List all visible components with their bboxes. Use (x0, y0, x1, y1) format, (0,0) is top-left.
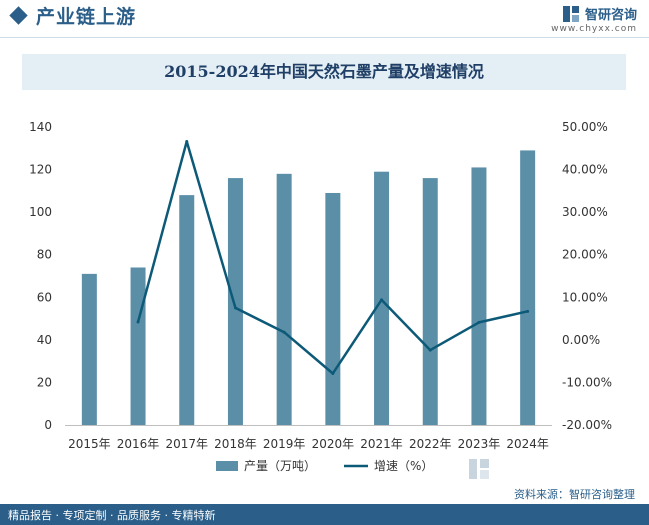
legend-line-label: 增速（%） (374, 459, 433, 473)
x-axis-tick-label: 2018年 (214, 437, 257, 451)
right-axis-tick-label: 0.00% (562, 333, 600, 347)
right-axis-tick-label: 40.00% (562, 163, 608, 177)
left-axis-tick-label: 20 (37, 375, 52, 389)
x-axis-tick-label: 2015年 (68, 437, 111, 451)
bar (471, 167, 487, 425)
left-axis-tick-label: 0 (44, 418, 52, 432)
x-axis-tick-label: 2022年 (409, 437, 452, 451)
growth-point (428, 348, 432, 352)
left-axis-tick-label: 100 (29, 205, 52, 219)
brand-logo-icon (562, 5, 579, 22)
x-axis-tick-label: 2021年 (360, 437, 403, 451)
growth-point (233, 306, 237, 310)
right-axis-tick-label: -20.00% (562, 418, 612, 432)
right-axis-tick-label: 30.00% (562, 205, 608, 219)
x-axis-tick-label: 2024年 (506, 437, 549, 451)
bar (276, 173, 292, 425)
bar (520, 150, 536, 425)
left-axis-tick-label: 120 (29, 163, 52, 177)
brand-name: 智研咨询 (584, 8, 637, 23)
left-axis-tick-label: 140 (29, 120, 52, 134)
title-bar (22, 54, 626, 90)
growth-point (477, 320, 481, 324)
right-axis-tick-label: 50.00% (562, 120, 608, 134)
brand-url: www.chyxx.com (551, 24, 637, 34)
header-divider (0, 37, 649, 38)
growth-point (380, 298, 384, 302)
growth-point (331, 371, 335, 375)
growth-point (526, 309, 530, 313)
page-header: 产业链上游 智研咨询 www.chyxx.com (0, 0, 649, 36)
right-axis-tick-label: 10.00% (562, 290, 608, 304)
x-axis-tick-label: 2023年 (458, 437, 501, 451)
bar (325, 192, 341, 425)
x-axis-tick-label: 2016年 (117, 437, 160, 451)
bar (227, 178, 243, 425)
chart-title: 2015-2024年中国天然石墨产量及增速情况 (164, 62, 484, 81)
x-axis-tick-label: 2017年 (165, 437, 208, 451)
footer-tagline: 精品报告 · 专项定制 · 品质服务 · 专精特新 (8, 509, 216, 522)
bar (422, 178, 438, 425)
bar (81, 273, 97, 425)
right-axis-tick-label: -10.00% (562, 375, 612, 389)
legend-bar-label: 产量（万吨） (244, 459, 316, 473)
bar (179, 195, 195, 425)
growth-point (282, 330, 286, 334)
footer-bar: 精品报告 · 专项定制 · 品质服务 · 专精特新 (0, 504, 649, 525)
x-axis-tick-label: 2020年 (312, 437, 355, 451)
x-axis-tick-label: 2019年 (263, 437, 306, 451)
bar (130, 267, 146, 425)
right-axis-tick-label: 20.00% (562, 248, 608, 262)
left-axis-tick-label: 80 (37, 248, 52, 262)
watermark-logo-icon (469, 459, 489, 479)
brand: 智研咨询 www.chyxx.com (551, 3, 637, 34)
growth-point (136, 320, 140, 324)
legend-bar-swatch (216, 461, 238, 471)
section-title: 产业链上游 (36, 6, 137, 28)
left-axis-tick-label: 40 (37, 333, 52, 347)
left-axis-tick-label: 60 (37, 290, 52, 304)
source-note: 资料来源：智研咨询整理 (514, 488, 635, 501)
growth-point (185, 139, 189, 143)
